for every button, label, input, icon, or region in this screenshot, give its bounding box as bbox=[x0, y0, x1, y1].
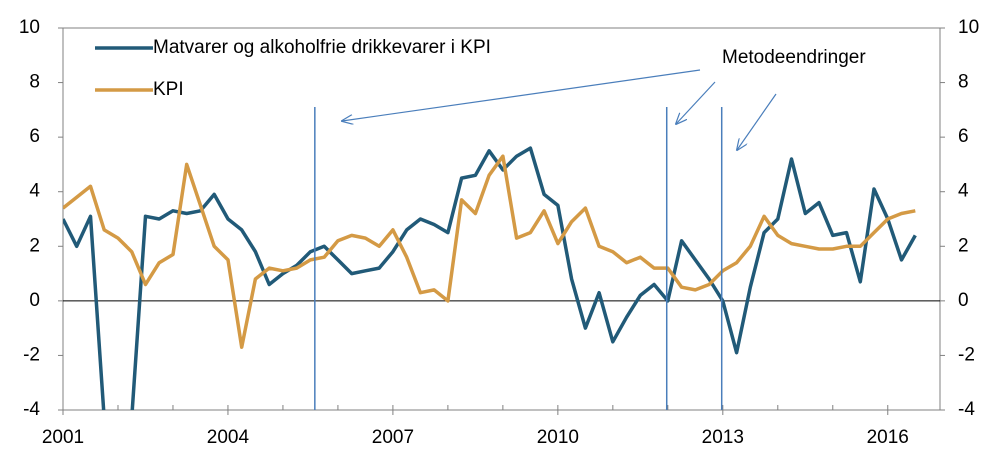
series-line bbox=[63, 146, 917, 410]
x-tick-label: 2001 bbox=[42, 427, 84, 448]
y-tick-label: -4 bbox=[23, 399, 40, 420]
legend-label: Matvarer og alkoholfrie drikkevarer i KP… bbox=[153, 37, 491, 58]
y2-tick-label: 8 bbox=[958, 72, 969, 93]
x-tick-label: 2016 bbox=[867, 427, 909, 448]
y2-tick-label: -4 bbox=[958, 399, 975, 420]
x-tick-label: 2007 bbox=[372, 427, 414, 448]
y2-tick-label: 6 bbox=[958, 126, 969, 147]
y2-tick-label: 0 bbox=[958, 290, 969, 311]
y2-tick-label: 4 bbox=[958, 181, 969, 202]
y2-tick-label: 2 bbox=[958, 235, 969, 256]
y2-tick-label: 10 bbox=[958, 17, 979, 38]
x-tick-label: 2004 bbox=[207, 427, 250, 448]
y-tick-label: -2 bbox=[23, 344, 40, 365]
series-line bbox=[63, 154, 916, 349]
y-tick-label: 10 bbox=[19, 17, 40, 38]
y-tick-label: 8 bbox=[29, 72, 40, 93]
plot-frame bbox=[62, 27, 941, 411]
x-tick-label: 2010 bbox=[537, 427, 579, 448]
annotation-arrows bbox=[342, 69, 777, 150]
y-tick-label: 6 bbox=[29, 126, 40, 147]
y2-tick-label: -2 bbox=[958, 344, 975, 365]
legend-label: KPI bbox=[153, 79, 184, 100]
y-tick-label: 2 bbox=[29, 235, 40, 256]
plot-area bbox=[63, 146, 917, 410]
x-tick-label: 2013 bbox=[702, 427, 744, 448]
annotation: Metodeendringer bbox=[722, 47, 866, 68]
y-tick-label: 4 bbox=[29, 181, 40, 202]
y-tick-label: 0 bbox=[29, 290, 40, 311]
